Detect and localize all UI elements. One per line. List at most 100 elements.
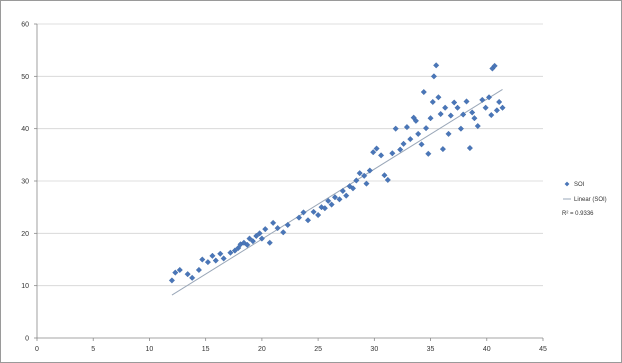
point-66: [425, 150, 432, 157]
point-65: [423, 125, 430, 132]
point-47: [363, 180, 370, 187]
point-1: [172, 269, 179, 276]
point-62: [415, 130, 422, 137]
point-9: [212, 257, 219, 264]
point-53: [384, 176, 391, 183]
point-78: [454, 104, 461, 111]
point-61: [412, 117, 419, 124]
point-21: [256, 230, 263, 237]
point-40: [339, 187, 346, 194]
point-38: [331, 194, 338, 201]
point-75: [445, 130, 452, 137]
point-37: [328, 201, 335, 208]
point-14: [235, 244, 242, 251]
data-points: [168, 62, 506, 284]
point-31: [304, 217, 312, 224]
point-27: [280, 229, 287, 236]
point-85: [474, 123, 481, 130]
y-tick-label-60: 60: [21, 22, 29, 29]
trendline-linear-soi: [171, 88, 503, 296]
point-32: [310, 208, 317, 215]
point-22: [258, 235, 265, 242]
point-29: [295, 214, 303, 221]
point-50: [373, 145, 380, 152]
point-51: [378, 152, 385, 159]
point-80: [460, 111, 467, 118]
point-52: [381, 172, 388, 179]
point-39: [336, 196, 343, 203]
point-46: [361, 172, 368, 179]
x-tick-label-20: 20: [258, 346, 266, 353]
point-58: [403, 124, 410, 131]
legend-marker-soi: [564, 181, 570, 187]
y-tick-label-30: 30: [21, 179, 29, 186]
point-89: [488, 112, 495, 119]
trendline: [171, 88, 503, 296]
x-tick-label-25: 25: [314, 346, 322, 353]
point-86: [479, 96, 486, 103]
legend-label-soi: SOI: [574, 182, 585, 188]
point-68: [429, 98, 436, 105]
point-8: [209, 252, 216, 259]
point-64: [420, 89, 427, 96]
point-54: [389, 150, 396, 157]
y-tick-label-10: 10: [21, 283, 29, 290]
point-84: [471, 115, 478, 122]
point-91: [491, 62, 498, 69]
point-55: [392, 125, 399, 132]
point-49: [370, 149, 377, 156]
point-87: [482, 104, 489, 111]
point-57: [400, 140, 407, 147]
x-tick-label-35: 35: [427, 346, 435, 353]
point-7: [204, 259, 211, 266]
point-79: [457, 125, 464, 132]
point-28: [284, 221, 291, 228]
point-26: [274, 225, 281, 232]
point-82: [466, 145, 473, 152]
point-35: [321, 205, 328, 212]
point-72: [437, 111, 444, 118]
legend-label-trend: Linear (SOI): [574, 197, 607, 203]
point-48: [366, 167, 373, 174]
point-41: [343, 192, 350, 199]
point-4: [189, 274, 196, 281]
point-69: [430, 73, 437, 80]
r-squared-annotation: R² = 0.9336: [562, 211, 594, 217]
point-33: [315, 212, 322, 219]
point-5: [195, 266, 202, 273]
point-73: [439, 146, 446, 153]
gridlines: [37, 23, 543, 287]
point-77: [451, 99, 458, 106]
point-63: [418, 141, 425, 148]
point-13: [231, 247, 238, 254]
point-59: [407, 136, 414, 143]
y-tick-label-40: 40: [21, 126, 29, 133]
point-44: [353, 177, 360, 184]
x-tick-label-0: 0: [35, 346, 39, 353]
point-43: [349, 185, 356, 192]
point-42: [346, 183, 353, 190]
point-36: [325, 197, 332, 204]
y-tick-labels: 0 10 20 30 40 50 60: [21, 22, 37, 343]
point-12: [227, 249, 234, 256]
point-3: [184, 271, 191, 278]
point-20: [253, 232, 260, 239]
point-30: [300, 209, 307, 216]
point-74: [442, 104, 449, 111]
x-tick-label-5: 5: [91, 346, 95, 353]
point-71: [435, 94, 442, 101]
point-23: [262, 226, 269, 233]
point-18: [246, 235, 253, 242]
legend: SOI Linear (SOI) R² = 0.9336: [562, 181, 607, 217]
point-0: [168, 277, 175, 284]
point-76: [447, 112, 454, 119]
x-tick-label-45: 45: [539, 346, 547, 353]
x-tick-label-15: 15: [202, 346, 210, 353]
x-tick-labels: 0 5 10 15 20 25 30 35 40 45: [35, 338, 547, 353]
point-67: [427, 115, 434, 122]
point-94: [499, 104, 506, 111]
point-93: [496, 98, 503, 105]
point-17: [244, 241, 251, 248]
